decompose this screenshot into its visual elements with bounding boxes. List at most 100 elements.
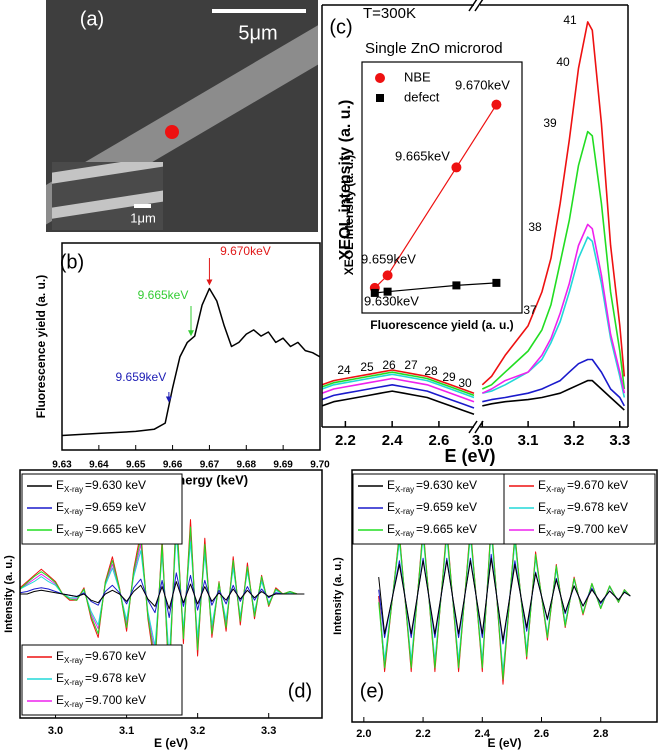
axis-break bbox=[468, 420, 478, 434]
legend-label: =9.700 keV bbox=[567, 522, 628, 536]
inset-scale-bar-label: 1μm bbox=[130, 210, 156, 225]
peak-number: 29 bbox=[442, 370, 456, 384]
data-line bbox=[321, 371, 475, 397]
point-annotation: 9.659keV bbox=[361, 251, 416, 266]
panel-label: (b) bbox=[60, 251, 84, 273]
trend-line bbox=[374, 282, 497, 294]
legend-label: =9.670 keV bbox=[85, 649, 146, 663]
x-tick-label: 9.69 bbox=[273, 460, 293, 471]
point bbox=[382, 270, 393, 281]
data-line bbox=[481, 223, 626, 394]
legend-symbol: E bbox=[56, 671, 64, 685]
x-tick-label: 3.2 bbox=[564, 432, 585, 449]
data-line bbox=[481, 130, 626, 390]
y-axis-label: Fluorescence yield (a. u.) bbox=[34, 275, 48, 418]
legend-label: =9.659 keV bbox=[416, 500, 477, 514]
y-axis-label: XEOL intensity (a. u.) bbox=[342, 155, 356, 275]
data-line bbox=[481, 21, 626, 386]
y-axis-label: XEOL intensity (a. u.) bbox=[337, 100, 354, 261]
legend-symbol: E bbox=[538, 478, 546, 492]
legend-label: defect bbox=[404, 89, 440, 104]
legend-marker bbox=[376, 94, 384, 102]
x-tick-label: 9.63 bbox=[52, 460, 72, 471]
legend-symbol: E bbox=[56, 522, 64, 536]
scale-bar-label: 5μm bbox=[238, 22, 277, 44]
data-line bbox=[61, 287, 321, 437]
x-tick-label: 3.1 bbox=[119, 725, 134, 737]
sem-image: 5μm (a) 1μm bbox=[46, 0, 318, 232]
inset-rod bbox=[52, 190, 163, 219]
legend-label: =9.630 keV bbox=[85, 478, 146, 492]
peak-number: 38 bbox=[528, 220, 542, 234]
legend-label: =9.659 keV bbox=[85, 500, 146, 514]
x-tick-label: 9.65 bbox=[126, 460, 146, 471]
data-line bbox=[482, 358, 626, 407]
x-tick-label: 9.66 bbox=[163, 460, 183, 471]
legend-label: =9.665 keV bbox=[416, 522, 477, 536]
peak-number: 24 bbox=[337, 363, 351, 377]
annotation-arrowhead bbox=[206, 279, 213, 286]
point-annotation: 9.670keV bbox=[455, 77, 510, 92]
legend-symbol: E bbox=[538, 500, 546, 514]
legend-marker bbox=[375, 73, 385, 83]
point bbox=[370, 288, 379, 297]
legend-subscript: X-ray bbox=[546, 485, 565, 494]
axis-break bbox=[474, 0, 484, 12]
legend-symbol: E bbox=[387, 522, 395, 536]
y-axis-label: Intensity (a. u.) bbox=[332, 557, 344, 635]
legend-subscript: X-ray bbox=[64, 678, 83, 687]
peak-number: 25 bbox=[360, 360, 374, 374]
legend-symbol: E bbox=[56, 693, 64, 707]
plot-frame bbox=[19, 469, 323, 719]
probe-spot bbox=[165, 125, 179, 139]
data-line bbox=[321, 369, 475, 394]
chart-subtitle: Single ZnO microrod bbox=[365, 40, 503, 57]
y-axis-label: Intensity (a. u.) bbox=[3, 555, 15, 633]
legend-subscript: X-ray bbox=[64, 529, 83, 538]
plot-frame bbox=[351, 469, 658, 723]
legend-subscript: X-ray bbox=[395, 485, 414, 494]
peak-number: 28 bbox=[424, 364, 438, 378]
legend-subscript: X-ray bbox=[64, 507, 83, 516]
x-tick-label: 2.2 bbox=[415, 728, 430, 740]
peak-number: 41 bbox=[563, 13, 577, 27]
legend-subscript: X-ray bbox=[546, 529, 565, 538]
legend-label: NBE bbox=[404, 69, 431, 84]
axis-break bbox=[474, 420, 484, 434]
x-tick-label: 2.2 bbox=[335, 432, 356, 449]
point bbox=[492, 278, 501, 287]
legend-subscript: X-ray bbox=[64, 700, 83, 709]
panel-label: (e) bbox=[360, 680, 384, 702]
legend-symbol: E bbox=[387, 478, 395, 492]
trend-line bbox=[374, 104, 497, 289]
point-annotation: 9.665keV bbox=[395, 148, 450, 163]
legend-subscript: X-ray bbox=[395, 507, 414, 516]
point bbox=[383, 287, 392, 296]
legend-label: =9.670 keV bbox=[567, 478, 628, 492]
peak-number: 39 bbox=[543, 116, 557, 130]
inset-rod bbox=[52, 162, 163, 184]
x-tick-label: 9.64 bbox=[89, 460, 109, 471]
x-tick-label: 3.1 bbox=[518, 432, 539, 449]
data-line bbox=[482, 379, 625, 411]
annotation: 9.659keV bbox=[116, 370, 167, 384]
x-tick-label: 3.0 bbox=[48, 725, 63, 737]
point bbox=[491, 99, 502, 110]
legend-subscript: X-ray bbox=[64, 485, 83, 494]
peak-number: 40 bbox=[556, 55, 570, 69]
point bbox=[451, 162, 462, 173]
annotation: 9.665keV bbox=[138, 288, 189, 302]
x-tick-label: 2.6 bbox=[534, 728, 549, 740]
panel-label: (c) bbox=[329, 16, 352, 38]
legend-label: =9.630 keV bbox=[416, 478, 477, 492]
panel-label: (d) bbox=[288, 680, 312, 702]
peak-number: 37 bbox=[523, 303, 537, 317]
x-tick-label: 9.68 bbox=[237, 460, 257, 471]
x-axis-label: E (eV) bbox=[444, 446, 495, 466]
x-tick-label: 2.6 bbox=[428, 432, 449, 449]
x-tick-label: 2.8 bbox=[593, 728, 608, 740]
data-line bbox=[378, 557, 631, 641]
legend-label: =9.665 keV bbox=[85, 522, 146, 536]
annotation: 9.670keV bbox=[220, 244, 271, 258]
legend-subscript: X-ray bbox=[64, 656, 83, 665]
